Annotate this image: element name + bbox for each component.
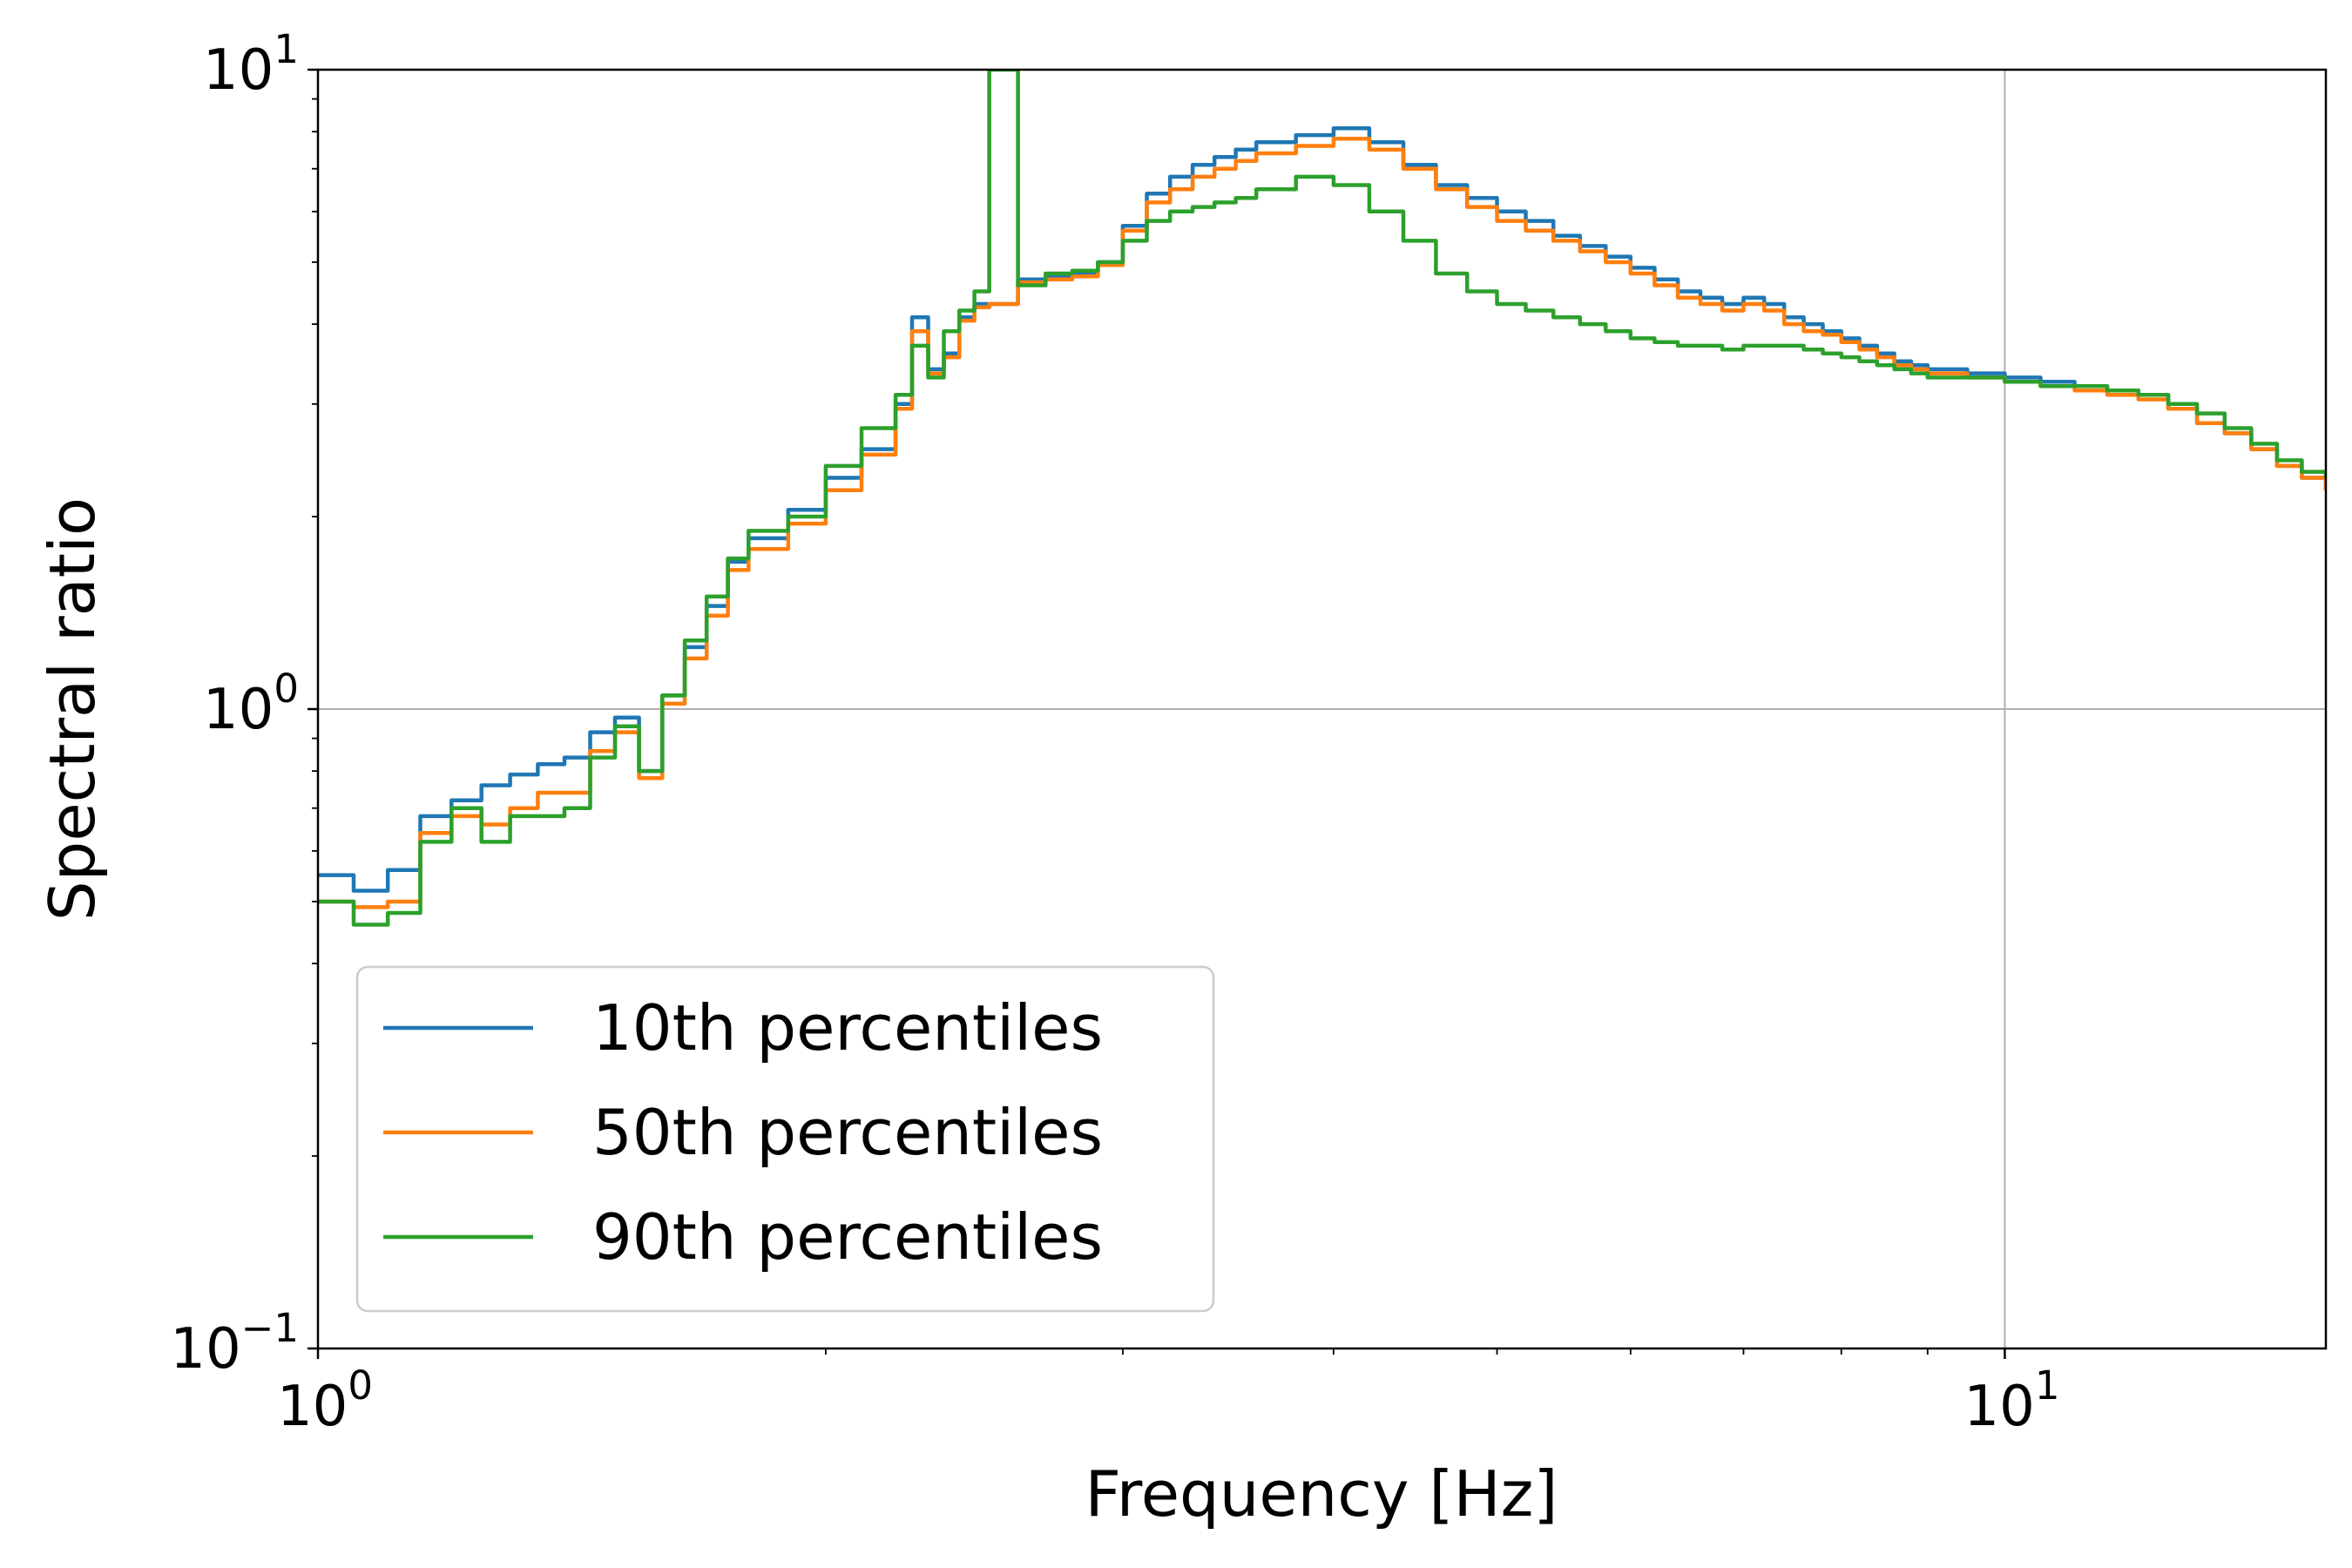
legend-label-3: 90th percentiles	[592, 1200, 1103, 1274]
grid-lines	[318, 70, 2326, 1348]
y-tick-label-0: 10−1	[170, 1305, 299, 1382]
x-axis-label: Frequency [Hz]	[1085, 1457, 1558, 1531]
y-axis-label: Spectral ratio	[36, 497, 109, 921]
tick-marks	[308, 68, 2006, 1359]
y-tick-label-1: 100	[203, 666, 299, 742]
series-layer	[318, 70, 2326, 927]
legend-label-2: 50th percentiles	[592, 1096, 1103, 1169]
legend-label-1: 10th percentiles	[592, 991, 1103, 1064]
series-line-3	[318, 70, 2326, 927]
legend: 10th percentiles 50th percentiles 90th per…	[355, 965, 1215, 1313]
legend-box	[355, 965, 1215, 1313]
x-tick-label-0: 100	[277, 1362, 373, 1439]
x-tick-label-1: 101	[1963, 1362, 2059, 1439]
series-line-2	[318, 136, 2326, 909]
y-tick-label-2: 101	[203, 26, 299, 103]
